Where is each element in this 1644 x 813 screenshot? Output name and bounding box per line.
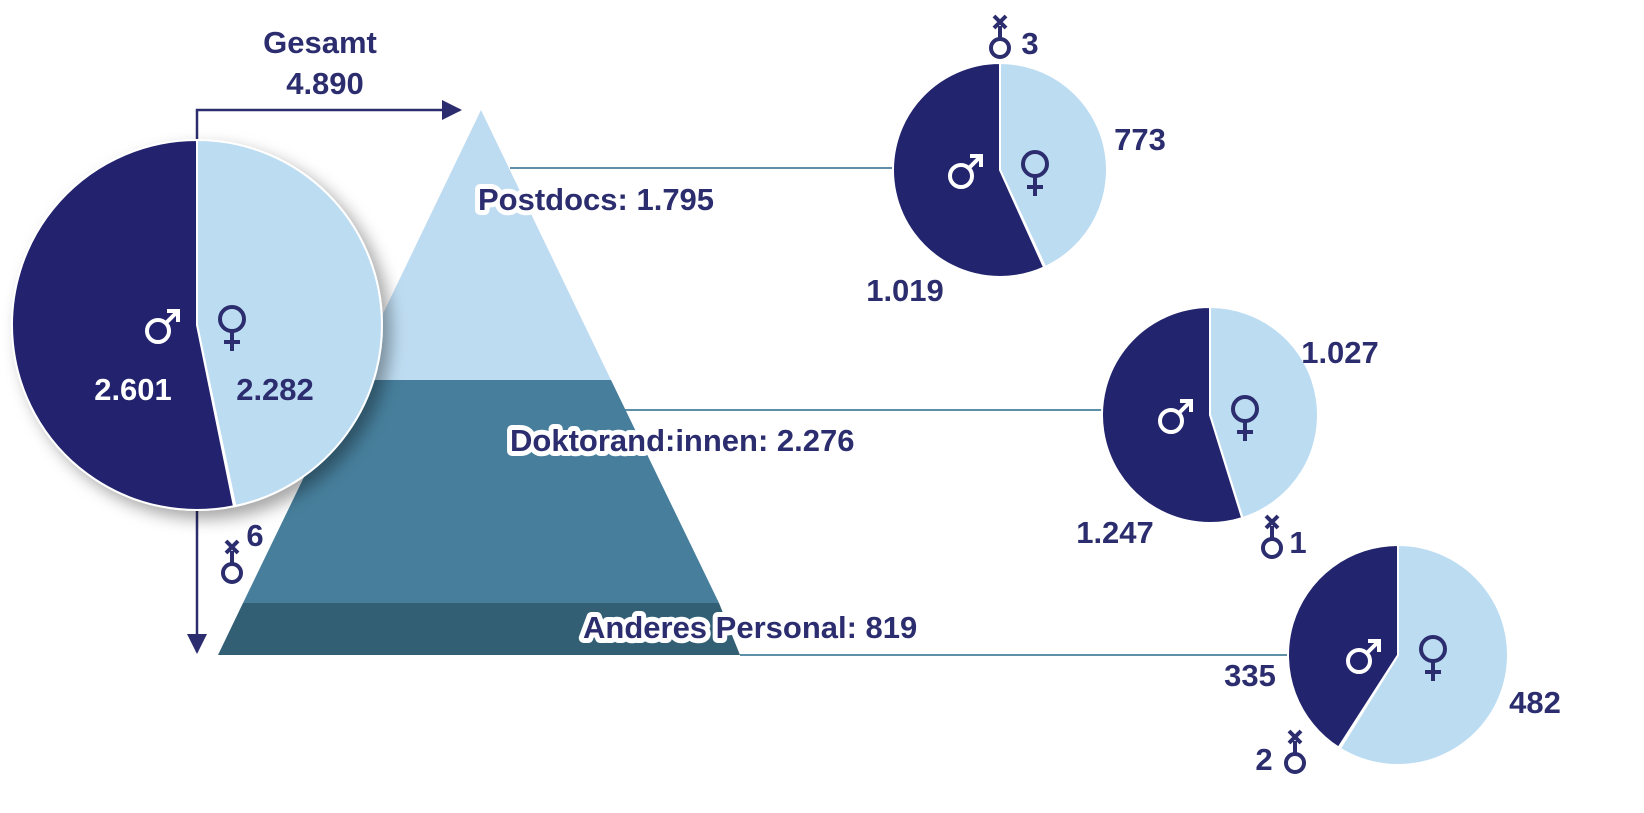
pie-title: Postdocs: 1.795 bbox=[478, 182, 714, 217]
female-symbol bbox=[224, 331, 240, 351]
pyramid-top bbox=[351, 110, 611, 380]
pie bbox=[1287, 543, 1509, 766]
labels: Gesamt 4.890 Postdocs: 1.795 Doktorand:i… bbox=[263, 25, 922, 650]
male-symbol bbox=[1346, 648, 1372, 674]
male-symbol bbox=[145, 318, 171, 344]
value-label: 2.601 bbox=[94, 372, 172, 407]
value-label: 1.019 bbox=[866, 273, 944, 308]
male-symbol bbox=[1177, 399, 1193, 415]
pyramid-bottom bbox=[218, 603, 740, 655]
pie-slice bbox=[999, 61, 1108, 269]
title: Gesamt bbox=[263, 25, 377, 60]
pies: 2.601 2.282 6 1.019 773 3 1.247 1.027 1 335 482 2 bbox=[11, 14, 1561, 777]
diverse-symbol bbox=[989, 37, 1011, 59]
diverse-symbol bbox=[1264, 514, 1280, 539]
pie bbox=[892, 61, 1108, 278]
value-label: 2.282 bbox=[236, 372, 314, 407]
value-label: 6 bbox=[246, 518, 263, 553]
male-symbol bbox=[164, 309, 180, 325]
diverse-symbol bbox=[1287, 729, 1303, 754]
subtitle: 4.890 bbox=[286, 66, 364, 101]
pie-slice bbox=[1101, 305, 1244, 524]
pie-slice bbox=[1287, 543, 1399, 749]
female-symbol bbox=[1027, 176, 1043, 196]
male-symbol bbox=[967, 154, 983, 170]
diverse-symbol bbox=[221, 562, 243, 584]
female-symbol bbox=[1425, 661, 1441, 681]
male-symbol bbox=[948, 163, 974, 189]
arrows bbox=[187, 100, 462, 654]
pie-title: Doktorand:innen: 2.276 bbox=[510, 423, 855, 458]
pyramid bbox=[218, 110, 740, 655]
value-label: 773 bbox=[1114, 122, 1166, 157]
value-label: 482 bbox=[1509, 685, 1561, 720]
pyramid-middle bbox=[243, 380, 719, 603]
value-label: 1 bbox=[1289, 525, 1306, 560]
value-label: 2 bbox=[1255, 742, 1272, 777]
pie-slice bbox=[196, 138, 383, 508]
value-label: 3 bbox=[1021, 26, 1038, 61]
pie-slice bbox=[11, 138, 236, 511]
diverse-symbol bbox=[1261, 537, 1283, 559]
arrow-right bbox=[195, 100, 462, 145]
male-symbol bbox=[1365, 639, 1381, 655]
value-label: 1.027 bbox=[1301, 335, 1379, 370]
pie-title: Anderes Personal: 819 bbox=[583, 610, 917, 645]
pie bbox=[11, 138, 383, 511]
pie bbox=[1101, 305, 1319, 524]
diverse-symbol bbox=[992, 14, 1008, 39]
diverse-symbol bbox=[1284, 752, 1306, 774]
pie-slice bbox=[1209, 305, 1319, 520]
value-label: 335 bbox=[1224, 658, 1276, 693]
female-symbol bbox=[1237, 421, 1253, 441]
connectors bbox=[510, 167, 1290, 656]
diverse-symbol bbox=[224, 539, 240, 564]
male-symbol bbox=[1158, 408, 1184, 434]
value-label: 1.247 bbox=[1076, 515, 1154, 550]
